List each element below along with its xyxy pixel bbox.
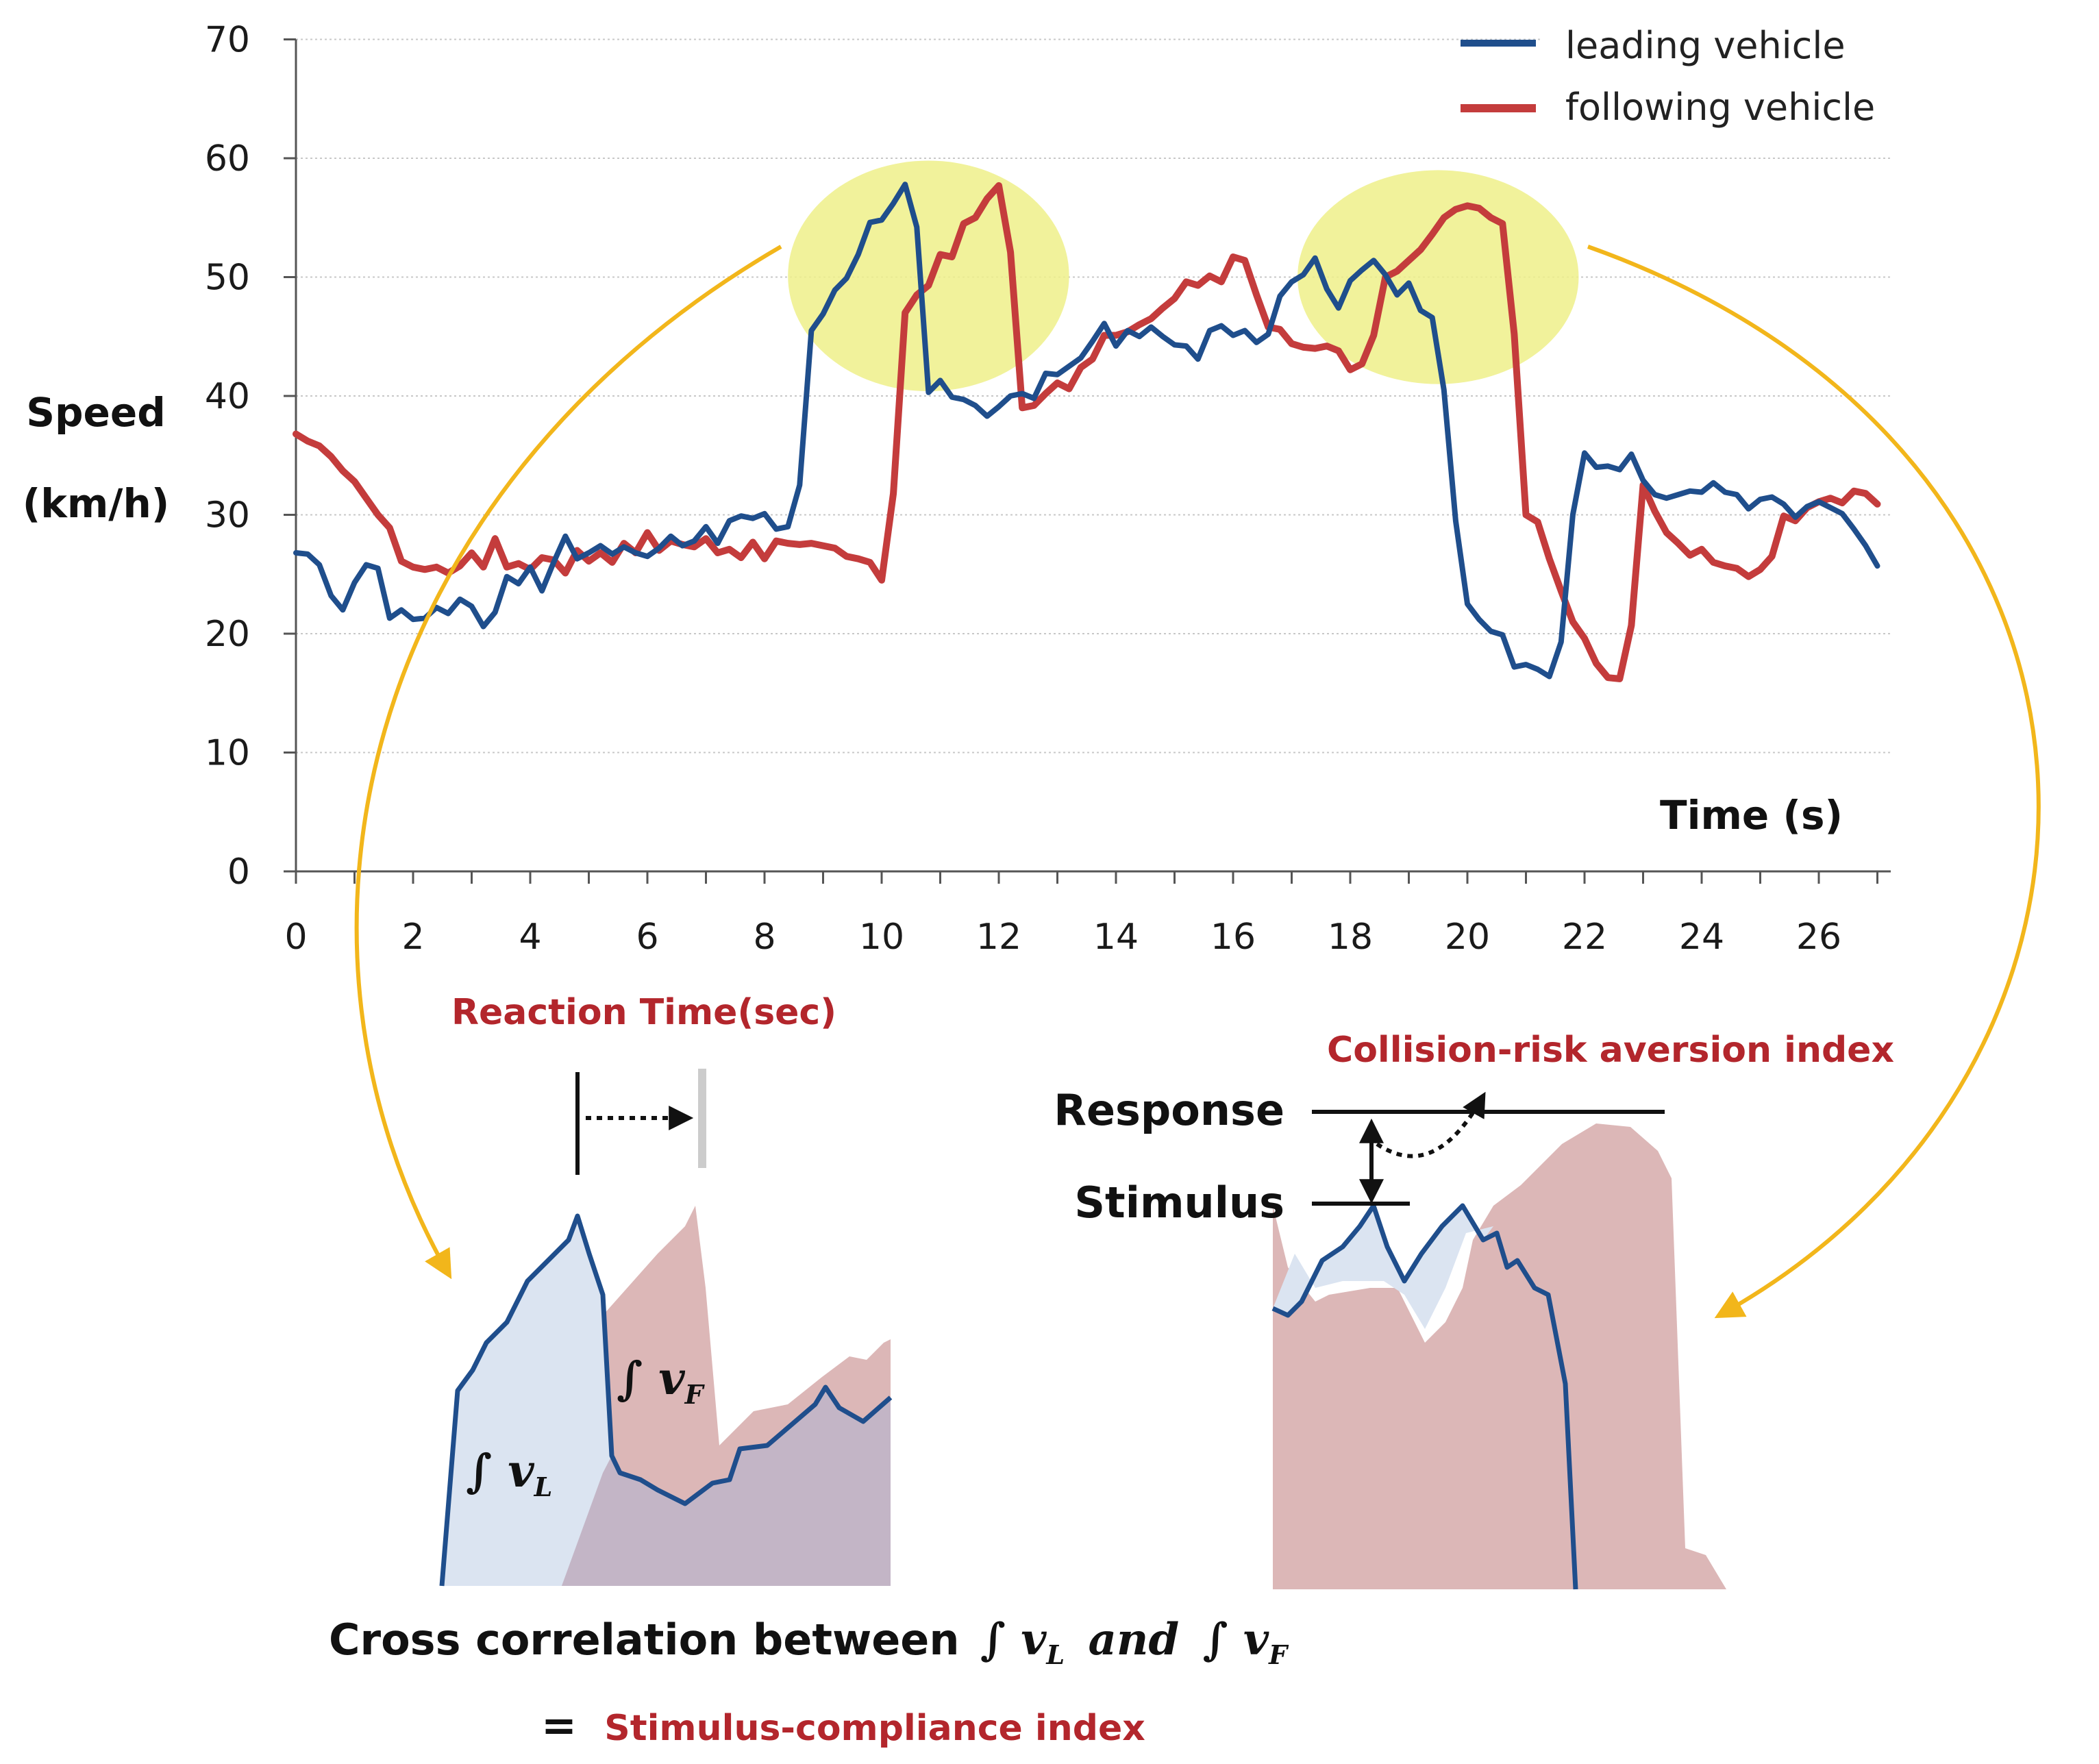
x-tick-label-6: 6: [636, 917, 658, 958]
y-axis-label-line1: Speed: [26, 389, 165, 436]
x-tick-label-8: 8: [753, 917, 775, 958]
x-tick-label-0: 0: [284, 917, 307, 958]
reaction-time-inset: Reaction Time(sec) ∫ vL ∫ vF: [439, 992, 893, 1587]
reaction-time-label: Reaction Time(sec): [451, 992, 836, 1033]
x-tick-label-4: 4: [519, 917, 541, 958]
legend: leading vehicle following vehicle: [1461, 0, 1966, 144]
gridlines: [296, 38, 1891, 754]
series-layer: [293, 182, 1881, 682]
x-tick-label-10: 10: [859, 917, 904, 958]
series-line-leading: [293, 182, 1880, 680]
legend-label-following: following vehicle: [1565, 86, 1875, 129]
x-tick-label-14: 14: [1093, 917, 1139, 958]
series-line-following: [293, 182, 1881, 682]
axes: [284, 38, 1891, 884]
cross-correlation-text: Cross correlation between ∫ vL and ∫ vF: [329, 1614, 1289, 1675]
inset-left-leading-fill: [442, 1216, 612, 1586]
inset-right-leading-fill: [1273, 1206, 1493, 1329]
index-dotted-arrow: [1376, 1091, 1486, 1158]
y-tick-label-70: 70: [205, 20, 250, 61]
x-tick-label-2: 2: [401, 917, 424, 958]
y-tick-label-20: 20: [205, 614, 250, 655]
x-tick-label-22: 22: [1562, 917, 1607, 958]
callout-arrow-right: [1587, 245, 2041, 1319]
x-tick-label-20: 20: [1445, 917, 1490, 958]
collision-index-label: Collision-risk aversion index: [1327, 1030, 1894, 1071]
x-axis-label: Time (s): [1660, 792, 1843, 838]
stimulus-compliance-text: = Stimulus-compliance index: [541, 1700, 1145, 1751]
response-label: Response: [1054, 1085, 1284, 1135]
inset-right-following-fill: [1273, 1123, 1726, 1589]
x-tick-label-16: 16: [1210, 917, 1256, 958]
stimulus-label: Stimulus: [1074, 1178, 1284, 1228]
y-tick-label-10: 10: [205, 733, 250, 774]
x-tick-label-24: 24: [1679, 917, 1724, 958]
integral-vF-label: ∫ vF: [617, 1352, 706, 1410]
integral-vL-label: ∫ vL: [466, 1444, 552, 1502]
collision-risk-inset: Collision-risk aversion index Response S…: [1054, 1030, 1894, 1590]
y-axis-label-line2: (km/h): [23, 480, 170, 527]
y-tick-label-50: 50: [205, 258, 250, 299]
highlight-ellipse-2: [1297, 170, 1579, 384]
y-tick-label-30: 30: [205, 495, 250, 536]
inset-left-leading-line: [439, 1213, 893, 1587]
inset-left-overlap-fill: [562, 1387, 891, 1586]
legend-label-leading: leading vehicle: [1565, 24, 1846, 67]
y-tick-label-60: 60: [205, 138, 250, 179]
y-tick-label-0: 0: [227, 852, 250, 893]
y-tick-label-40: 40: [205, 376, 250, 417]
x-tick-label-18: 18: [1328, 917, 1373, 958]
inset-right-leading-line: [1271, 1203, 1578, 1590]
x-tick-label-26: 26: [1796, 917, 1841, 958]
callout-arrow-left: [354, 245, 782, 1280]
x-tick-label-12: 12: [976, 917, 1021, 958]
